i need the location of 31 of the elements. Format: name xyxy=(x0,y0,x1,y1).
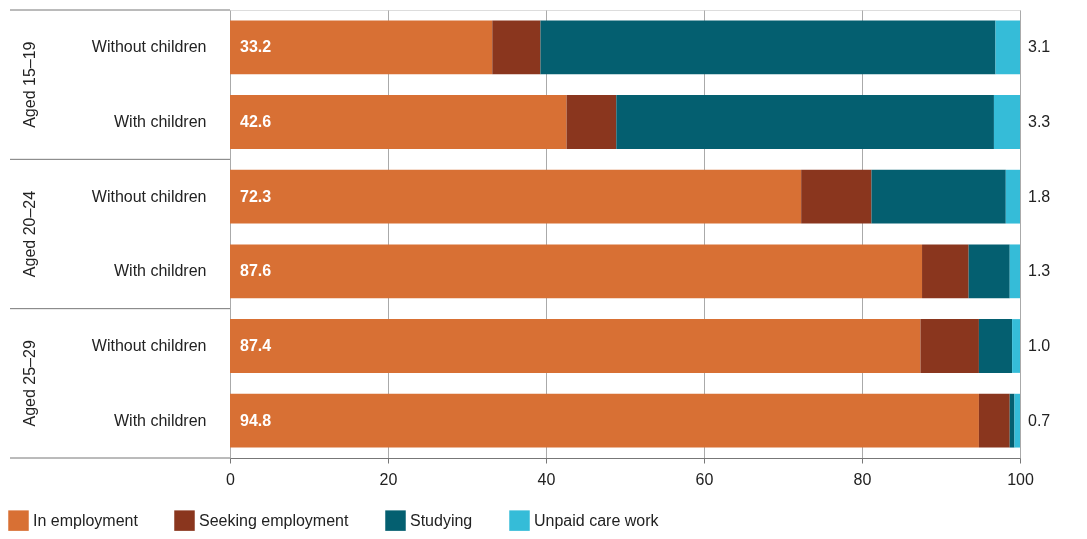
data-label: 94.8 xyxy=(240,411,272,429)
data-label: 1.3 xyxy=(1028,262,1051,280)
x-tick-label: 100 xyxy=(1007,470,1034,488)
x-tick-label: 60 xyxy=(695,470,714,488)
y-tick-label: Without children xyxy=(91,38,207,56)
x-tick-label: 0 xyxy=(226,470,236,488)
data-label: 0.7 xyxy=(1028,411,1051,429)
data-label: 33.2 xyxy=(240,38,272,56)
legend-label: Seeking employment xyxy=(199,511,349,529)
x-tick-label: 40 xyxy=(537,470,556,488)
x-tick-label: 80 xyxy=(853,470,872,488)
x-tick-label: 20 xyxy=(379,470,398,488)
data-label: 87.6 xyxy=(240,262,272,280)
y-tick-label: Without children xyxy=(91,187,207,205)
data-label: 1.8 xyxy=(1028,187,1051,205)
legend-label: Unpaid care work xyxy=(534,511,660,529)
legend-label: Studying xyxy=(410,511,473,529)
data-label: 1.0 xyxy=(1028,337,1051,354)
y-tick-label: With children xyxy=(114,113,207,130)
data-label: 3.1 xyxy=(1028,38,1051,56)
y-tick-label: Without children xyxy=(91,337,207,354)
data-label: 42.6 xyxy=(240,113,272,130)
y-tick-label: With children xyxy=(114,411,207,429)
data-label: 72.3 xyxy=(240,187,272,205)
y-tick-label: With children xyxy=(114,262,207,280)
legend-label: In employment xyxy=(33,511,139,529)
data-label: 3.3 xyxy=(1028,113,1051,130)
text: Aged 25–29 xyxy=(21,340,38,427)
text: Aged 20–24 xyxy=(21,190,38,278)
text: Aged 15–19 xyxy=(21,41,38,128)
data-label: 87.4 xyxy=(240,337,272,354)
